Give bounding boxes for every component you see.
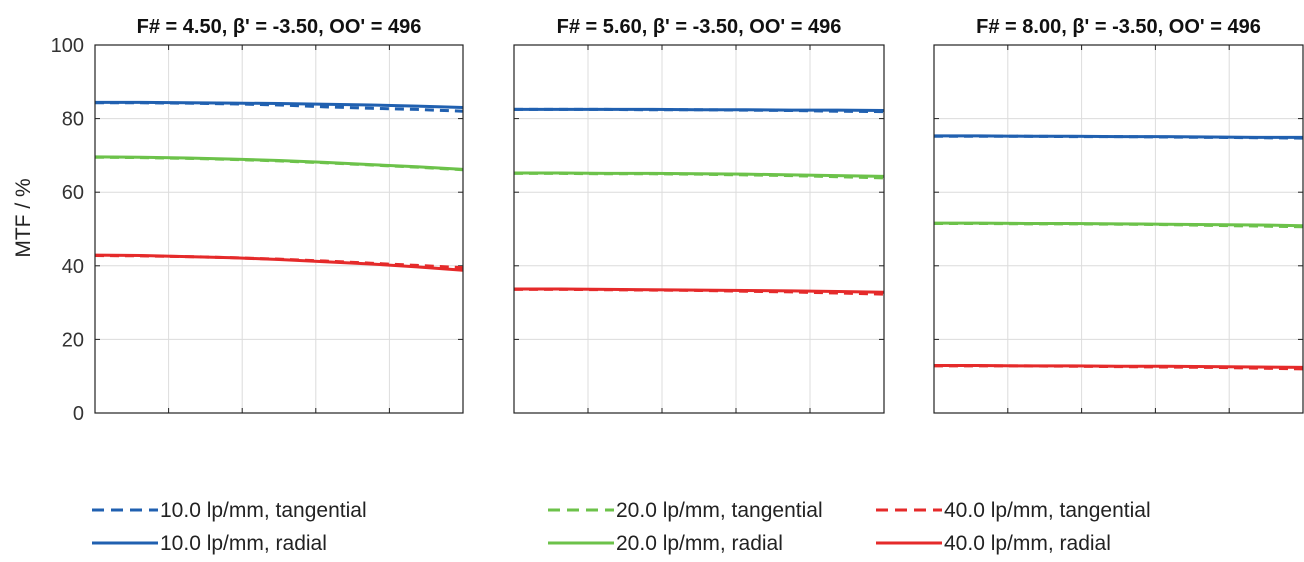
y-tick-label: 0 [73,403,84,425]
legend: 10.0 lp/mm, tangential 20.0 lp/mm, tangen… [92,499,1151,555]
tick-marks [514,45,884,413]
legend-label: 10.0 lp/mm, radial [160,532,327,555]
chart-panel-2: F# = 5.60, β' = -3.50, OO' = 496 [513,16,885,414]
legend-label: 20.0 lp/mm, tangential [616,499,823,522]
legend-item: 20.0 lp/mm, tangential [548,499,823,522]
series-group [514,107,885,296]
legend-label: 40.0 lp/mm, radial [944,532,1111,555]
chart-panel-3: F# = 8.00, β' = -3.50, OO' = 496 [933,16,1304,414]
series-group [94,100,464,272]
legend-label: 10.0 lp/mm, tangential [160,499,367,522]
series-line-40-0-lp-mm-radial [94,253,464,272]
grid [95,45,463,413]
chart-title: F# = 8.00, β' = -3.50, OO' = 496 [976,16,1261,38]
chart-panel-1: F# = 4.50, β' = -3.50, OO' = 496 0 20 40 60 8… [51,16,464,425]
legend-item: 10.0 lp/mm, tangential [92,499,367,522]
y-tick-label: 100 [51,35,84,57]
chart-panels: F# = 4.50, β' = -3.50, OO' = 496 0 20 40 60 8… [51,16,1304,425]
tick-marks [95,45,463,413]
chart-title: F# = 4.50, β' = -3.50, OO' = 496 [137,16,422,38]
chart-title: F# = 5.60, β' = -3.50, OO' = 496 [557,16,842,38]
y-axis-label: MTF / % [12,178,35,257]
y-tick-label: 60 [62,182,84,204]
series-line-20-0-lp-mm-radial [94,155,464,171]
series-line-10-0-lp-mm-radial [514,107,885,112]
legend-label: 20.0 lp/mm, radial [616,532,783,555]
series-line-20-0-lp-mm-radial [514,171,885,178]
series-line-10-0-lp-mm-radial [95,100,464,110]
grid [514,45,884,413]
grid [934,45,1303,413]
y-tick-label: 20 [62,329,84,351]
tick-marks [934,45,1303,413]
legend-label: 40.0 lp/mm, tangential [944,499,1151,522]
series-line-40-0-lp-mm-radial [934,364,1304,369]
legend-item: 40.0 lp/mm, radial [876,532,1111,555]
y-tick-label: 40 [62,256,84,278]
plot-area [95,45,463,413]
legend-item: 10.0 lp/mm, radial [92,532,327,555]
series-line-40-0-lp-mm-radial [514,287,885,294]
y-tick-label: 80 [62,109,84,131]
plot-frame [933,44,1304,414]
series-line-20-0-lp-mm-radial [934,221,1304,228]
legend-item: 20.0 lp/mm, radial [548,532,783,555]
plot-frame [94,44,464,414]
plot-area [934,45,1303,413]
legend-item: 40.0 lp/mm, tangential [876,499,1151,522]
series-line-10-0-lp-mm-radial [934,134,1303,139]
series-group [934,134,1304,371]
plot-frame [513,44,885,414]
plot-area [514,45,884,413]
